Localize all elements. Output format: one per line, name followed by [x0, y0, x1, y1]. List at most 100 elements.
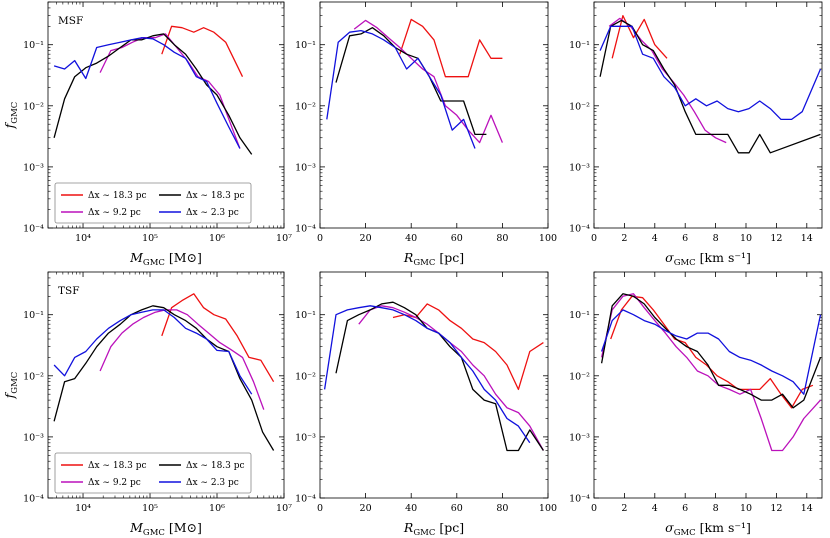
y-tick-label: 10⁻¹	[569, 40, 590, 51]
plot-frame	[319, 1, 549, 229]
y-tick-label: 10⁻³	[23, 432, 44, 443]
x-tick-label: 10⁶	[209, 233, 225, 244]
y-tick-label: 10⁻⁴	[23, 224, 44, 235]
x-axis-label-unit: [km s⁻¹]	[696, 520, 751, 535]
series-line-0	[399, 18, 503, 78]
series-line-1	[353, 19, 503, 144]
x-tick-label: 0	[591, 503, 597, 514]
x-tick-label: 10	[740, 233, 752, 244]
y-tick-label: 10⁻¹	[23, 310, 44, 321]
series-line-0	[610, 295, 814, 409]
x-axis-label-sub: GMC	[413, 258, 435, 268]
y-axis-label-main: f	[2, 121, 17, 129]
x-tick-label: 10⁷	[276, 233, 292, 244]
legend-label: Δx ∼ 9.2 pc	[88, 478, 141, 488]
x-tick-label: 60	[451, 503, 463, 514]
panel-msf-sigma: 10⁻⁴ 10⁻³ 10⁻² 10⁻¹ 0 2 4 6 8 10 12 14 σGMC [km s⁻¹]	[569, 1, 823, 268]
x-tick-label: 10⁶	[209, 503, 225, 514]
y-tick-label: 10⁻³	[23, 162, 44, 173]
series-line-1	[358, 305, 544, 451]
y-tick-label: 10⁻²	[295, 101, 316, 112]
x-tick-label: 12	[770, 233, 782, 244]
x-tick-label: 60	[451, 233, 463, 244]
x-axis-label-sub: GMC	[143, 528, 165, 538]
y-tick-label: 10⁻³	[569, 162, 590, 173]
panel-label: MSF	[58, 15, 83, 27]
series-line-3	[323, 305, 531, 444]
y-axis-label-sub: GMC	[10, 372, 20, 394]
series-line-3	[600, 309, 822, 395]
x-axis-label: σGMC [km s⁻¹]	[665, 520, 751, 538]
legend-label: Δx ∼ 18.3 pc	[88, 191, 147, 201]
x-axis-label-main: σ	[665, 520, 674, 535]
panel-tsf-radius: 10⁻⁴ 10⁻³ 10⁻² 10⁻¹ 0 20 40 60 80 100 RGMC [pc]	[295, 271, 557, 538]
series-line-3	[53, 309, 253, 395]
series-line-1	[99, 309, 265, 410]
panel-label: TSF	[58, 285, 79, 297]
x-tick-label: 4	[652, 503, 658, 514]
x-tick-label: 14	[801, 503, 813, 514]
x-tick-label: 40	[405, 503, 417, 514]
y-tick-label: 10⁻¹	[295, 310, 316, 321]
x-axis-label: MGMC [M⊙]	[129, 520, 202, 538]
legend-box	[54, 182, 252, 224]
x-tick-label: 10⁴	[75, 233, 91, 244]
x-axis-label-unit: [km s⁻¹]	[696, 250, 751, 265]
legend-label: Δx ∼ 2.3 pc	[186, 478, 239, 488]
legend-label: Δx ∼ 18.3 pc	[88, 461, 147, 471]
x-tick-label: 2	[621, 503, 627, 514]
series-line-0	[161, 293, 275, 383]
x-axis-label-unit: [M⊙]	[165, 520, 202, 535]
series-line-3	[53, 37, 241, 149]
x-tick-label: 8	[713, 233, 719, 244]
x-tick-label: 100	[539, 503, 557, 514]
x-tick-label: 14	[801, 233, 813, 244]
y-tick-label: 10⁻³	[295, 432, 316, 443]
x-axis-label-sub: GMC	[674, 528, 696, 538]
x-axis-label: σGMC [km s⁻¹]	[665, 250, 751, 268]
y-tick-label: 10⁻⁴	[569, 224, 590, 235]
plot-frame	[593, 271, 823, 499]
series-line-0	[611, 14, 668, 59]
x-tick-label: 20	[360, 233, 372, 244]
legend-box	[54, 452, 252, 494]
series-line-0	[392, 303, 544, 391]
series-line-2	[53, 33, 253, 155]
x-tick-label: 0	[317, 233, 323, 244]
x-axis-label-main: R	[403, 520, 413, 535]
x-tick-label: 12	[770, 503, 782, 514]
x-tick-label: 80	[496, 233, 508, 244]
x-tick-label: 100	[539, 233, 557, 244]
series-line-1	[99, 33, 241, 149]
y-tick-label: 10⁻⁴	[295, 494, 316, 505]
x-axis-label-unit: [M⊙]	[165, 250, 202, 265]
plot-frame	[593, 1, 823, 229]
y-tick-label: 10⁻²	[23, 101, 44, 112]
x-tick-label: 20	[360, 503, 372, 514]
x-axis-label-main: σ	[665, 250, 674, 265]
y-tick-label: 10⁻²	[23, 371, 44, 382]
plot-frame	[319, 271, 549, 499]
series-line-2	[599, 19, 821, 154]
y-tick-label: 10⁻¹	[295, 40, 316, 51]
y-tick-label: 10⁻²	[569, 371, 590, 382]
series-line-2	[335, 27, 487, 136]
x-tick-label: 0	[591, 233, 597, 244]
x-tick-label: 10⁵	[142, 503, 158, 514]
x-tick-label: 10	[740, 503, 752, 514]
legend: Δx ∼ 18.3 pc Δx ∼ 9.2 pc Δx ∼ 18.3 pc Δx ∼ …	[54, 452, 252, 494]
x-axis-label: RGMC [pc]	[403, 520, 464, 538]
x-axis-label: RGMC [pc]	[403, 250, 464, 268]
y-axis-label: fGMC	[2, 372, 20, 400]
x-tick-label: 10⁵	[142, 233, 158, 244]
x-tick-label: 40	[405, 233, 417, 244]
legend-label: Δx ∼ 18.3 pc	[186, 461, 245, 471]
x-tick-label: 6	[682, 503, 688, 514]
y-axis-label-main: f	[2, 391, 17, 399]
y-tick-label: 10⁻³	[295, 162, 316, 173]
series-line-3	[326, 29, 476, 149]
series-line-0	[161, 25, 244, 77]
x-axis-label: MGMC [M⊙]	[129, 250, 202, 268]
